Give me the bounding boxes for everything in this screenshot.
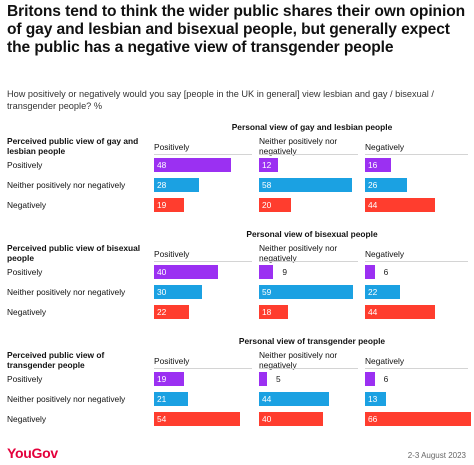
bar bbox=[365, 285, 401, 299]
chart-section: Personal view of bisexual people Perceive… bbox=[0, 229, 474, 333]
row-header: Perceived public view of bisexual people bbox=[7, 243, 141, 263]
bar-value-label: 6 bbox=[383, 374, 389, 384]
column-rule bbox=[154, 368, 252, 369]
row-label: Neither positively nor negatively bbox=[7, 180, 126, 190]
column-header: Negatively bbox=[365, 249, 405, 259]
bar bbox=[259, 158, 279, 172]
bar bbox=[154, 285, 202, 299]
column-header: Positively bbox=[154, 142, 190, 152]
bar bbox=[259, 198, 291, 212]
section-title: Personal view of bisexual people bbox=[246, 229, 378, 239]
bar bbox=[365, 158, 391, 172]
bar bbox=[365, 412, 471, 426]
chart-subtitle: How positively or negatively would you s… bbox=[7, 89, 434, 111]
bar-value-label: 6 bbox=[383, 267, 389, 277]
row-label: Negatively bbox=[7, 307, 47, 317]
bar bbox=[259, 265, 274, 279]
bar bbox=[154, 305, 190, 319]
column-header: Negatively bbox=[365, 142, 405, 152]
bar bbox=[154, 158, 231, 172]
bar bbox=[365, 392, 386, 406]
row-label: Negatively bbox=[7, 414, 47, 424]
chart-section: Personal view of transgender people Perce… bbox=[0, 336, 474, 440]
bar bbox=[365, 372, 375, 386]
row-label: Positively bbox=[7, 267, 43, 277]
bar-value-label: 22 bbox=[157, 307, 167, 317]
bar bbox=[154, 198, 185, 212]
column-header: Neither positively nor negatively bbox=[259, 136, 338, 156]
bar bbox=[154, 372, 185, 386]
bar bbox=[259, 372, 267, 386]
bar-value-label: 26 bbox=[368, 180, 378, 190]
bar-value-label: 19 bbox=[157, 200, 167, 210]
chart-section: Personal view of gay and lesbian people P… bbox=[0, 122, 474, 226]
column-header: Neither positively nor negatively bbox=[259, 350, 338, 370]
bar-value-label: 40 bbox=[262, 414, 272, 424]
section-title: Personal view of gay and lesbian people bbox=[231, 122, 393, 132]
chart-title: Britons tend to think the wider public s… bbox=[7, 3, 466, 56]
bar-value-label: 40 bbox=[157, 267, 167, 277]
bar bbox=[365, 198, 436, 212]
column-header: Positively bbox=[154, 249, 190, 259]
row-label: Neither positively nor negatively bbox=[7, 287, 126, 297]
bar bbox=[154, 392, 188, 406]
bar-value-label: 58 bbox=[262, 180, 272, 190]
column-rule bbox=[259, 154, 358, 155]
bar bbox=[365, 305, 436, 319]
bar bbox=[154, 412, 241, 426]
row-header: Perceived public view of transgender peo… bbox=[7, 350, 105, 370]
row-label: Positively bbox=[7, 374, 43, 384]
bar-value-label: 44 bbox=[368, 307, 378, 317]
bar-value-label: 54 bbox=[157, 414, 167, 424]
bar-value-label: 20 bbox=[262, 200, 272, 210]
section-title: Personal view of transgender people bbox=[238, 336, 386, 346]
row-label: Negatively bbox=[7, 200, 47, 210]
bar bbox=[259, 392, 330, 406]
column-rule bbox=[365, 261, 468, 262]
bar-value-label: 19 bbox=[157, 374, 167, 384]
column-rule bbox=[154, 261, 252, 262]
bar-value-label: 12 bbox=[262, 160, 272, 170]
bar-value-label: 18 bbox=[262, 307, 272, 317]
bar bbox=[154, 178, 199, 192]
column-rule bbox=[365, 368, 468, 369]
bar-value-label: 66 bbox=[368, 414, 378, 424]
column-rule bbox=[154, 154, 252, 155]
bar bbox=[154, 265, 218, 279]
bar-value-label: 48 bbox=[157, 160, 167, 170]
column-rule bbox=[259, 368, 358, 369]
bar-value-label: 21 bbox=[157, 394, 167, 404]
column-header: Negatively bbox=[365, 356, 405, 366]
bar-value-label: 9 bbox=[282, 267, 288, 277]
row-label: Positively bbox=[7, 160, 43, 170]
bar bbox=[259, 305, 288, 319]
bar-value-label: 5 bbox=[276, 374, 281, 384]
bar-value-label: 22 bbox=[368, 287, 378, 297]
bar bbox=[259, 285, 354, 299]
bar-value-label: 13 bbox=[368, 394, 378, 404]
bar bbox=[365, 265, 375, 279]
row-header: Perceived public view of gay and lesbian… bbox=[7, 136, 139, 156]
survey-date: 2-3 August 2023 bbox=[407, 451, 466, 460]
bar bbox=[365, 178, 407, 192]
yougov-logo: YouGov bbox=[7, 445, 58, 461]
column-header: Positively bbox=[154, 356, 190, 366]
bar-value-label: 59 bbox=[262, 287, 272, 297]
row-label: Neither positively nor negatively bbox=[7, 394, 126, 404]
bar-value-label: 30 bbox=[157, 287, 167, 297]
column-rule bbox=[259, 261, 358, 262]
column-header: Neither positively nor negatively bbox=[259, 243, 338, 263]
bar-value-label: 44 bbox=[368, 200, 378, 210]
bar-value-label: 44 bbox=[262, 394, 272, 404]
bar bbox=[259, 178, 352, 192]
bar-value-label: 16 bbox=[368, 160, 378, 170]
column-rule bbox=[365, 154, 468, 155]
bar-value-label: 28 bbox=[157, 180, 167, 190]
bar bbox=[259, 412, 323, 426]
